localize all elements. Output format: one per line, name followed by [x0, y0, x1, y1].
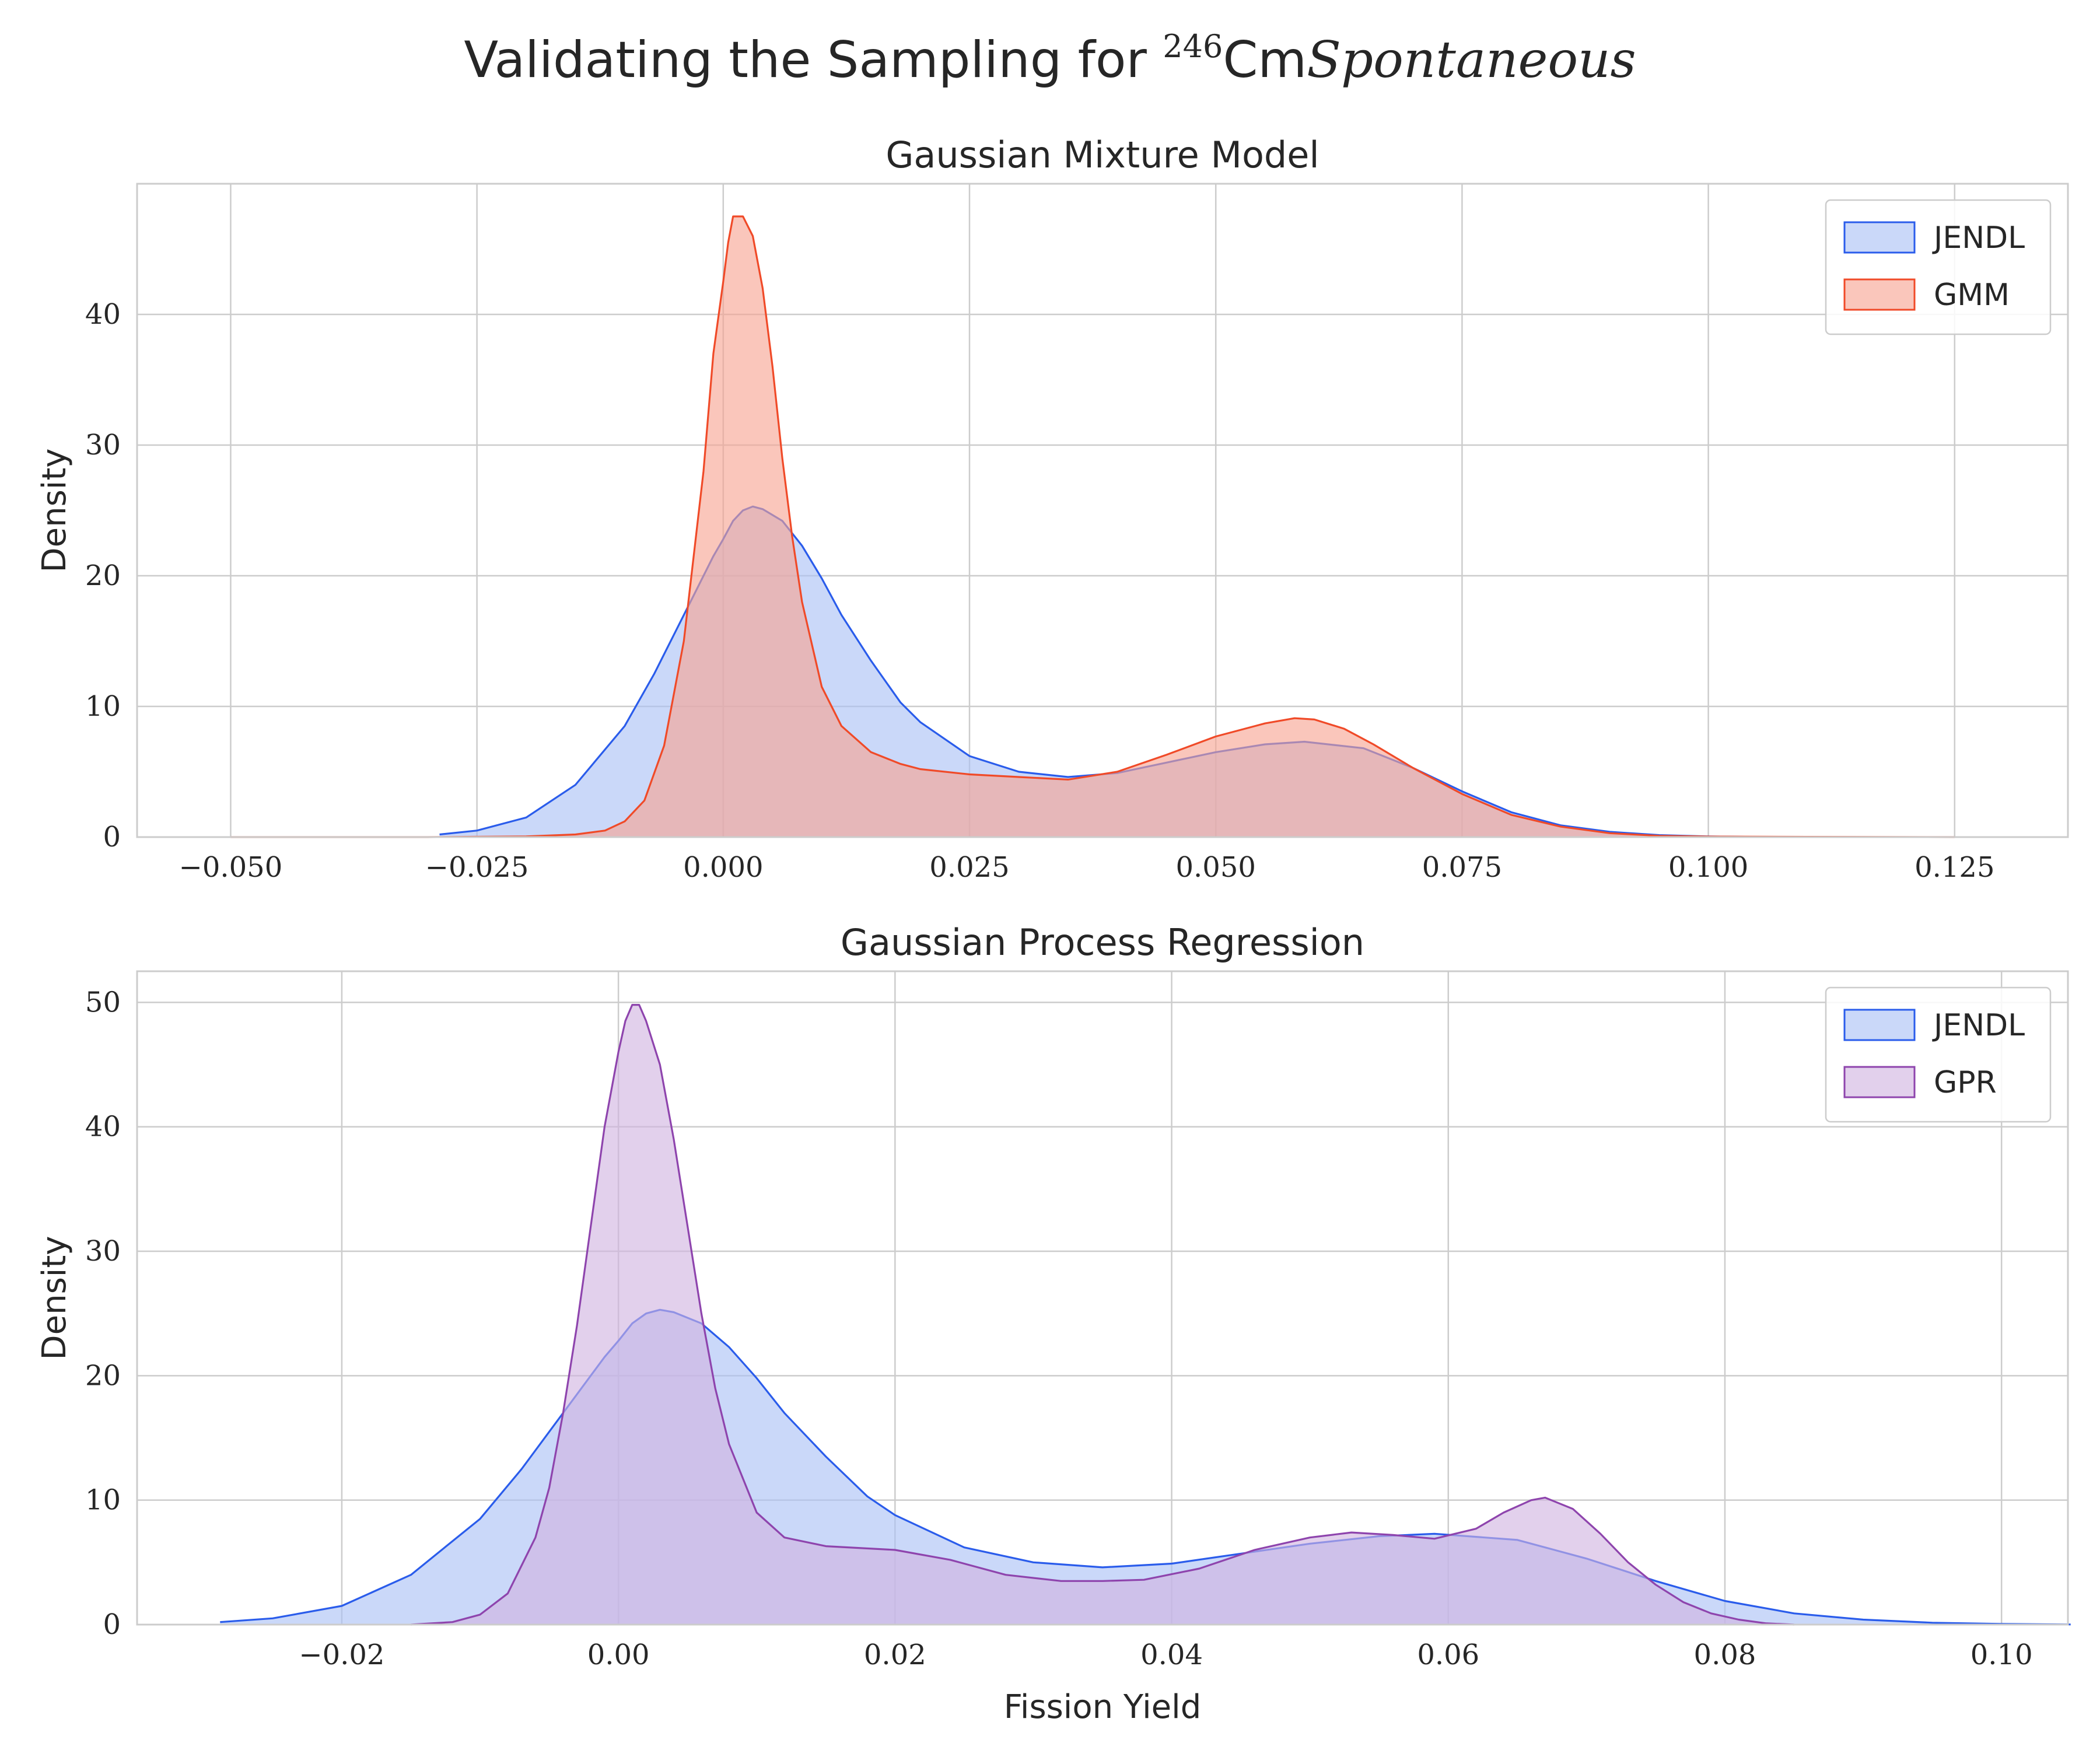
suptitle-italic: Spontaneous	[1307, 31, 1636, 89]
x-tick-label-2: 0.000	[683, 851, 763, 884]
y-tick-labels: 0 10 20 30 40	[85, 298, 121, 853]
legend-swatch-jendl	[1843, 221, 1916, 254]
figure-suptitle: Validating the Sampling for 246CmSpontan…	[464, 28, 1636, 89]
y-tick-label-4: 40	[85, 1111, 121, 1143]
series-jendl-line	[439, 505, 1758, 838]
y-axis-label: Density	[36, 449, 74, 573]
y-tick-label-2: 20	[85, 1359, 121, 1392]
x-axis-label: Fission Yield	[1004, 1688, 1202, 1726]
grid	[137, 184, 2068, 838]
x-tick-labels: −0.050 −0.025 0.000 0.025 0.050 0.075 0.100 0.1…	[179, 851, 1995, 884]
x-tick-label-4: 0.06	[1417, 1639, 1479, 1671]
y-tick-label-0: 0	[103, 821, 121, 853]
y-tick-label-1: 10	[85, 690, 121, 723]
grid	[137, 971, 2068, 1626]
x-tick-labels: −0.02 0.00 0.02 0.04 0.06 0.08 0.10	[299, 1639, 2032, 1671]
y-tick-label-5: 50	[85, 986, 121, 1019]
panel-title: Gaussian Mixture Model	[886, 134, 1319, 176]
x-tick-label-6: 0.100	[1668, 851, 1748, 884]
x-tick-label-5: 0.075	[1422, 851, 1502, 884]
x-tick-label-0: −0.050	[179, 851, 283, 884]
legend-swatch-jendl	[1843, 1009, 1916, 1041]
x-tick-label-1: 0.00	[587, 1639, 650, 1671]
series-gpr-area	[411, 1005, 1794, 1625]
x-tick-label-5: 0.08	[1694, 1639, 1756, 1671]
plot-frame	[136, 183, 2069, 838]
series-gmm-line	[230, 215, 1955, 838]
legend-label-jendl: JENDL	[1932, 220, 2025, 256]
series-layer	[220, 1003, 2071, 1626]
x-tick-label-4: 0.050	[1175, 851, 1255, 884]
y-tick-label-3: 30	[85, 429, 121, 461]
y-tick-label-0: 0	[103, 1608, 121, 1641]
x-tick-label-1: −0.025	[425, 851, 529, 884]
x-tick-label-0: −0.02	[299, 1639, 384, 1671]
series-gmm-area	[230, 216, 1955, 837]
legend: JENDL GMM	[1825, 199, 2052, 335]
legend-label-jendl: JENDL	[1932, 1008, 2025, 1043]
panel-gaussian-mixture-model: −0.050 −0.025 0.000 0.025 0.050 0.075 0.100 0.1…	[36, 134, 2069, 884]
series-layer	[230, 215, 1955, 838]
x-tick-label-2: 0.02	[864, 1639, 926, 1671]
suptitle-superscript: 246	[1163, 28, 1223, 65]
series-jendl-area	[220, 1310, 2071, 1625]
x-tick-label-3: 0.025	[929, 851, 1009, 884]
legend-swatch-gpr	[1843, 1066, 1916, 1098]
legend-swatch-gmm	[1843, 278, 1916, 311]
suptitle-element: Cm	[1223, 31, 1307, 89]
legend-label-gmm: GMM	[1934, 278, 2010, 313]
suptitle-prefix: Validating the Sampling for	[464, 31, 1163, 89]
legend-label-gpr: GPR	[1934, 1065, 1997, 1100]
y-tick-label-3: 30	[85, 1235, 121, 1268]
y-tick-label-2: 20	[85, 559, 121, 592]
panel-title: Gaussian Process Regression	[841, 921, 1364, 964]
y-tick-label-1: 10	[85, 1484, 121, 1517]
series-gpr-line	[411, 1003, 1794, 1626]
plot-frame	[136, 970, 2069, 1626]
legend: JENDL GPR	[1825, 986, 2052, 1123]
panel-gaussian-process-regression: −0.02 0.00 0.02 0.04 0.06 0.08 0.10 0 10 20 30 40 5…	[36, 921, 2071, 1726]
x-tick-label-6: 0.10	[1971, 1639, 2033, 1671]
y-axis-label: Density	[36, 1236, 74, 1360]
y-tick-labels: 0 10 20 30 40 50	[85, 986, 121, 1641]
y-tick-label-4: 40	[85, 298, 121, 331]
x-tick-label-7: 0.125	[1915, 851, 1994, 884]
x-tick-label-3: 0.04	[1140, 1639, 1203, 1671]
